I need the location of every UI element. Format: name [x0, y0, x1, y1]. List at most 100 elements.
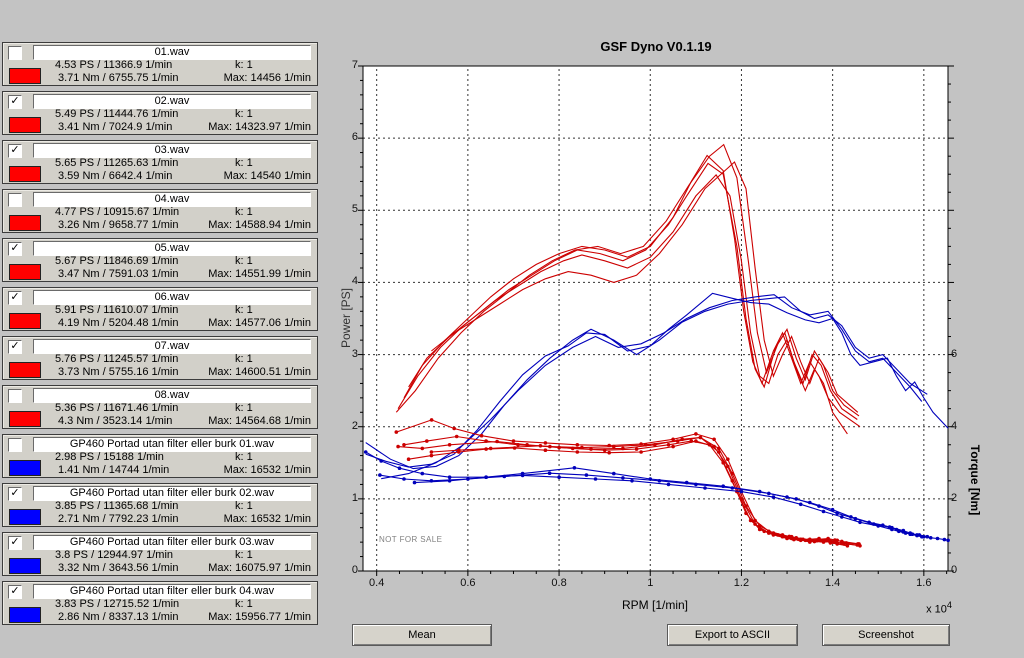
file-list-item[interactable]: ✓ 05.wav 5.67 PS / 11846.69 1/min k: 1 3… — [2, 238, 318, 282]
file-visibility-checkbox[interactable]: ✓ — [8, 95, 22, 109]
file-list-item[interactable]: 01.wav 4.53 PS / 11366.9 1/min k: 1 3.71… — [2, 42, 318, 86]
file-list-item[interactable]: ✓ GP460 Portad utan filter eller burk 04… — [2, 581, 318, 625]
k-factor-text: k: 1 — [235, 353, 253, 365]
curve-color-swatch — [9, 362, 41, 378]
series-gp460-04-power — [381, 294, 923, 480]
torque-peak-text: 3.26 Nm / 9658.77 1/min — [58, 219, 179, 231]
torque-peak-text: 3.73 Nm / 5755.16 1/min — [58, 366, 179, 378]
curve-color-swatch — [9, 460, 41, 476]
file-visibility-checkbox[interactable]: ✓ — [8, 242, 22, 256]
file-name-field[interactable]: 01.wav — [33, 45, 311, 60]
curve-color-swatch — [9, 509, 41, 525]
curve-color-swatch — [9, 117, 41, 133]
file-name-field[interactable]: 04.wav — [33, 192, 311, 207]
power-peak-text: 4.77 PS / 10915.67 1/min — [55, 206, 180, 218]
k-factor-text: k: 1 — [235, 304, 253, 316]
mean-button[interactable]: Mean — [352, 624, 492, 646]
max-rpm-text: Max: 16532 1/min — [223, 464, 311, 476]
tick-label: 1.4 — [824, 577, 841, 589]
tick-label: 4 — [351, 275, 358, 288]
power-peak-text: 3.8 PS / 12944.97 1/min — [55, 549, 174, 561]
power-peak-text: 5.91 PS / 11610.07 1/min — [55, 304, 179, 316]
file-visibility-checkbox[interactable] — [8, 438, 22, 452]
power-peak-text: 5.65 PS / 11265.63 1/min — [55, 157, 179, 169]
torque-peak-text: 2.71 Nm / 7792.23 1/min — [58, 513, 179, 525]
series-gp460-04-torque — [414, 467, 922, 538]
file-list-item[interactable]: ✓ 03.wav 5.65 PS / 11265.63 1/min k: 1 3… — [2, 140, 318, 184]
k-factor-text: k: 1 — [235, 598, 253, 610]
file-visibility-checkbox[interactable] — [8, 46, 22, 60]
file-list-item[interactable]: 08.wav 5.36 PS / 11671.46 1/min k: 1 4.3… — [2, 385, 318, 429]
file-name-field[interactable]: GP460 Portad utan filter eller burk 01.w… — [33, 437, 311, 452]
file-name-field[interactable]: GP460 Portad utan filter eller burk 04.w… — [33, 584, 311, 599]
file-name-field[interactable]: GP460 Portad utan filter eller burk 02.w… — [33, 486, 311, 501]
file-visibility-checkbox[interactable] — [8, 389, 22, 403]
tick-label: 6 — [951, 347, 958, 360]
power-peak-text: 5.67 PS / 11846.69 1/min — [55, 255, 179, 267]
power-peak-text: 3.85 PS / 11365.68 1/min — [55, 500, 179, 512]
x-axis-label: RPM [1/min] — [621, 598, 688, 612]
file-visibility-checkbox[interactable] — [8, 193, 22, 207]
not-for-sale-watermark: NOT FOR SALE — [379, 535, 443, 544]
torque-peak-text: 2.86 Nm / 8337.13 1/min — [58, 611, 179, 623]
file-visibility-checkbox[interactable]: ✓ — [8, 144, 22, 158]
right-axis-label: Torque [Nm] — [968, 444, 982, 516]
torque-peak-text: 3.47 Nm / 7591.03 1/min — [58, 268, 179, 280]
screenshot-button[interactable]: Screenshot — [822, 624, 950, 646]
file-name-field[interactable]: 06.wav — [33, 290, 311, 305]
max-rpm-text: Max: 14540 1/min — [223, 170, 311, 182]
curve-color-swatch — [9, 264, 41, 280]
tick-label: 4 — [951, 419, 958, 432]
file-visibility-checkbox[interactable]: ✓ — [8, 340, 22, 354]
file-list-item[interactable]: ✓ 07.wav 5.76 PS / 11245.57 1/min k: 1 3… — [2, 336, 318, 380]
curve-color-swatch — [9, 607, 41, 623]
max-rpm-text: Max: 15956.77 1/min — [208, 611, 311, 623]
file-list-item[interactable]: ✓ GP460 Portad utan filter eller burk 02… — [2, 483, 318, 527]
torque-peak-text: 3.59 Nm / 6642.4 1/min — [58, 170, 173, 182]
k-factor-text: k: 1 — [235, 451, 253, 463]
file-list-item[interactable]: GP460 Portad utan filter eller burk 01.w… — [2, 434, 318, 478]
file-visibility-checkbox[interactable]: ✓ — [8, 536, 22, 550]
series-07-wav-power — [403, 154, 861, 428]
k-factor-text: k: 1 — [235, 108, 253, 120]
tick-label: 0 — [351, 564, 358, 576]
file-list-item[interactable]: ✓ 02.wav 5.49 PS / 11444.76 1/min k: 1 3… — [2, 91, 318, 135]
file-name-field[interactable]: 07.wav — [33, 339, 311, 354]
file-name-field[interactable]: GP460 Portad utan filter eller burk 03.w… — [33, 535, 311, 550]
torque-peak-text: 3.71 Nm / 6755.75 1/min — [58, 72, 179, 84]
max-rpm-text: Max: 14564.68 1/min — [208, 415, 311, 427]
power-peak-text: 5.49 PS / 11444.76 1/min — [55, 108, 179, 120]
series-06-wav-power — [395, 143, 860, 417]
curve-color-swatch — [9, 313, 41, 329]
k-factor-text: k: 1 — [235, 500, 253, 512]
power-peak-text: 5.36 PS / 11671.46 1/min — [55, 402, 179, 414]
k-factor-text: k: 1 — [235, 549, 253, 561]
tick-label: 1.6 — [916, 577, 932, 589]
file-name-field[interactable]: 08.wav — [33, 388, 311, 403]
file-visibility-checkbox[interactable]: ✓ — [8, 291, 22, 305]
max-rpm-text: Max: 16075.97 1/min — [208, 562, 311, 574]
file-list-item[interactable]: ✓ 06.wav 5.91 PS / 11610.07 1/min k: 1 4… — [2, 287, 318, 331]
tick-label: 1 — [647, 577, 654, 589]
curve-color-swatch — [9, 166, 41, 182]
torque-peak-text: 4.19 Nm / 5204.48 1/min — [58, 317, 179, 329]
tick-label: 7 — [351, 59, 358, 71]
curve-color-swatch — [9, 215, 41, 231]
file-name-field[interactable]: 03.wav — [33, 143, 311, 158]
curve-color-swatch — [9, 68, 41, 84]
file-list-item[interactable]: ✓ GP460 Portad utan filter eller burk 03… — [2, 532, 318, 576]
tick-label: 6 — [351, 131, 358, 144]
file-visibility-checkbox[interactable]: ✓ — [8, 585, 22, 599]
export-to-ascii-button[interactable]: Export to ASCII — [667, 624, 798, 646]
k-factor-text: k: 1 — [235, 59, 253, 71]
chart-title: GSF Dyno V0.1.19 — [600, 39, 712, 54]
file-name-field[interactable]: 02.wav — [33, 94, 311, 109]
file-visibility-checkbox[interactable]: ✓ — [8, 487, 22, 501]
x-axis-multiplier: x 104 — [926, 600, 952, 616]
file-name-field[interactable]: 05.wav — [33, 241, 311, 256]
power-peak-text: 5.76 PS / 11245.57 1/min — [55, 353, 179, 365]
file-list-item[interactable]: 04.wav 4.77 PS / 10915.67 1/min k: 1 3.2… — [2, 189, 318, 233]
series-05-wav-power — [431, 161, 859, 413]
max-rpm-text: Max: 16532 1/min — [223, 513, 311, 525]
